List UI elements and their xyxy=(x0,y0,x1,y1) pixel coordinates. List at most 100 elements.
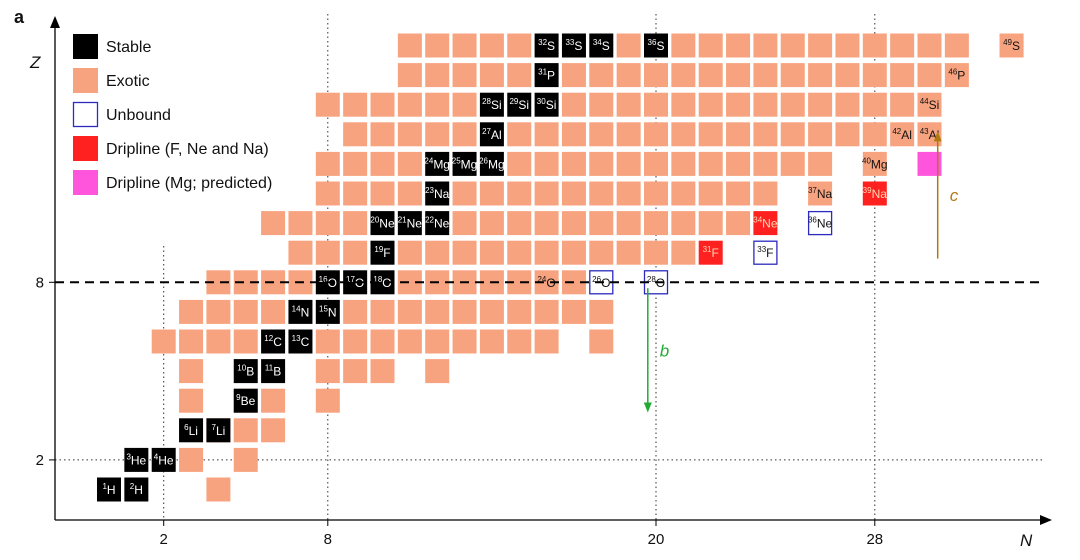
isotope-mass-number: 4 xyxy=(154,452,159,461)
stable-cell xyxy=(288,299,313,324)
exotic-cell xyxy=(507,33,532,58)
exotic-cell xyxy=(452,240,477,265)
exotic-cell xyxy=(507,181,532,206)
exotic-cell xyxy=(862,92,887,117)
stable-isotope-label: 29Si xyxy=(509,97,529,112)
exotic-cell xyxy=(534,122,559,147)
x-axis-arrowhead xyxy=(1040,515,1052,525)
isotope-mass-number: 29 xyxy=(509,97,518,106)
exotic-cell xyxy=(343,359,368,384)
isotope-symbol: He xyxy=(131,453,147,467)
exotic-cell xyxy=(343,122,368,147)
legend-label: Unbound xyxy=(106,107,171,124)
unbound-isotope-label: 26O xyxy=(592,275,610,290)
exotic-cell xyxy=(726,211,751,236)
exotic-cell xyxy=(425,299,450,324)
isotope-mass-number: 3 xyxy=(126,452,131,461)
exotic-cell xyxy=(151,329,176,354)
legend-swatch-dripline xyxy=(73,136,98,161)
stable-cell xyxy=(479,122,504,147)
isotope-mass-number: 17 xyxy=(346,275,355,284)
stable-isotope-label: 15N xyxy=(319,304,337,319)
exotic-cell xyxy=(397,33,422,58)
isotope-mass-number: 33 xyxy=(757,245,766,254)
stable-cell xyxy=(452,151,477,176)
exotic-cell xyxy=(343,211,368,236)
unbound-cell xyxy=(807,210,833,236)
exotic-cell xyxy=(315,240,340,265)
stable-cell xyxy=(261,329,286,354)
isotope-mass-number: 18 xyxy=(373,275,382,284)
isotope-symbol: Ne xyxy=(762,217,778,231)
exotic-cell xyxy=(890,92,915,117)
exotic-cell xyxy=(397,63,422,88)
legend-swatch-dripline-predicted xyxy=(73,170,98,195)
stable-isotope-label: 28Si xyxy=(482,97,502,112)
annotation-label: b xyxy=(660,341,669,360)
exotic-cell xyxy=(370,299,395,324)
exotic-cell xyxy=(589,122,614,147)
exotic-cell xyxy=(644,240,668,265)
stable-isotope-label: 26Mg xyxy=(479,156,505,171)
exotic-cell xyxy=(343,151,368,176)
exotic-cell xyxy=(206,299,231,324)
exotic-cell xyxy=(452,33,477,58)
stable-cell xyxy=(425,151,450,176)
exotic-cell xyxy=(452,329,477,354)
exotic-cell xyxy=(671,122,696,147)
stable-isotope-label: 34S xyxy=(593,38,610,53)
stable-cell xyxy=(261,359,286,384)
isotope-symbol: Al xyxy=(901,128,912,142)
isotope-symbol: Si xyxy=(491,98,502,112)
exotic-cell xyxy=(671,240,696,265)
exotic-cell xyxy=(507,151,532,176)
exotic-cell xyxy=(206,477,231,502)
isotope-mass-number: 49 xyxy=(1003,38,1012,47)
exotic-cell xyxy=(452,92,477,117)
exotic-cell xyxy=(425,240,450,265)
stable-isotope-label: 9Be xyxy=(236,393,255,408)
exotic-cell xyxy=(343,299,368,324)
stable-isotope-label: 27Al xyxy=(482,127,502,142)
isotope-mass-number: 28 xyxy=(647,275,656,284)
dripline-isotope-label: 31F xyxy=(703,245,719,260)
exotic-cell xyxy=(589,63,614,88)
exotic-cell xyxy=(425,329,450,354)
exotic-cell xyxy=(534,211,559,236)
isotope-symbol: B xyxy=(273,365,281,379)
exotic-cell xyxy=(507,63,532,88)
exotic-cell xyxy=(261,211,286,236)
isotope-mass-number: 30 xyxy=(537,97,546,106)
exotic-cell xyxy=(507,122,532,147)
exotic-cell xyxy=(698,211,723,236)
isotope-symbol: Mg xyxy=(871,157,888,171)
stable-isotope-label: 20Ne xyxy=(370,216,395,231)
legend-swatch-exotic xyxy=(73,68,98,93)
exotic-cell xyxy=(343,181,368,206)
isotope-mass-number: 16 xyxy=(319,275,328,284)
exotic-cell xyxy=(315,151,340,176)
exotic-cell xyxy=(698,63,723,88)
stable-cell xyxy=(288,329,313,354)
isotope-symbol: F xyxy=(766,246,773,260)
isotope-mass-number: 25 xyxy=(452,156,461,165)
legend: Stable Exotic Unbound Dripline (F, Ne and N… xyxy=(72,34,272,195)
stable-cell xyxy=(589,33,614,58)
isotope-symbol: Ne xyxy=(817,217,833,231)
exotic-cell xyxy=(917,92,942,117)
stable-isotope-label: 12C xyxy=(264,334,282,349)
exotic-cell xyxy=(288,211,313,236)
isotope-mass-number: 26 xyxy=(592,275,601,284)
y-tick-label: 2 xyxy=(36,452,44,469)
exotic-cell xyxy=(479,329,504,354)
exotic-cell xyxy=(862,63,887,88)
isotope-symbol: Al xyxy=(491,128,502,142)
exotic-cell xyxy=(589,92,614,117)
exotic-cell xyxy=(644,122,668,147)
exotic-isotope-label: 46P xyxy=(948,68,965,83)
isotope-mass-number: 26 xyxy=(479,156,488,165)
exotic-cell xyxy=(890,122,915,147)
isotope-mass-number: 15 xyxy=(319,304,328,313)
isotope-mass-number: 40 xyxy=(862,156,871,165)
isotope-symbol: Li xyxy=(216,424,225,438)
